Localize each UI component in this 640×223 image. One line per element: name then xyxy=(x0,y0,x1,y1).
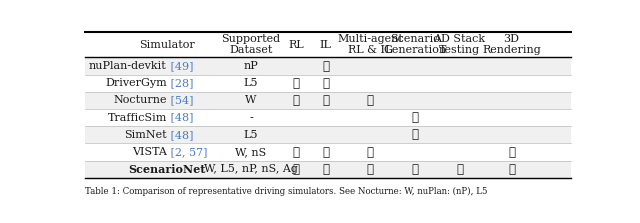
Text: [49]: [49] xyxy=(167,61,193,71)
Text: Multi-agent
RL & IL: Multi-agent RL & IL xyxy=(337,34,403,56)
Text: ✓: ✓ xyxy=(367,146,374,159)
Text: nP: nP xyxy=(244,61,259,71)
Text: 3D
Rendering: 3D Rendering xyxy=(482,34,541,56)
Text: Scenario
Generation: Scenario Generation xyxy=(383,34,446,56)
Text: SimNet: SimNet xyxy=(124,130,167,140)
Bar xyxy=(85,161,571,178)
Text: [28]: [28] xyxy=(167,78,193,88)
Text: ✓: ✓ xyxy=(322,60,329,72)
Text: ✓: ✓ xyxy=(456,163,463,176)
Text: ✓: ✓ xyxy=(322,77,329,90)
Text: ✓: ✓ xyxy=(367,94,374,107)
Text: [48]: [48] xyxy=(167,113,193,123)
Text: Supported
Dataset: Supported Dataset xyxy=(221,34,281,56)
Text: [2, 57]: [2, 57] xyxy=(167,147,207,157)
Text: ✓: ✓ xyxy=(412,128,419,141)
Text: L5: L5 xyxy=(244,78,259,88)
Bar xyxy=(85,58,571,75)
Text: IL: IL xyxy=(319,40,332,50)
Text: ✓: ✓ xyxy=(292,146,300,159)
Text: ✓: ✓ xyxy=(367,163,374,176)
Text: ✓: ✓ xyxy=(412,111,419,124)
Text: [48]: [48] xyxy=(167,130,193,140)
Text: Table 1: Comparison of representative driving simulators. See Nocturne: W, nuPla: Table 1: Comparison of representative dr… xyxy=(85,187,488,196)
Text: ✓: ✓ xyxy=(322,94,329,107)
Text: VISTA: VISTA xyxy=(132,147,167,157)
Text: L5: L5 xyxy=(244,130,259,140)
Text: RL: RL xyxy=(288,40,303,50)
Text: ✓: ✓ xyxy=(322,146,329,159)
Text: W: W xyxy=(245,95,257,105)
Bar xyxy=(85,126,571,143)
Bar xyxy=(85,92,571,109)
Text: ✓: ✓ xyxy=(292,94,300,107)
Text: ScenarioNet: ScenarioNet xyxy=(128,164,205,175)
Text: ✓: ✓ xyxy=(508,163,515,176)
Text: ✓: ✓ xyxy=(292,77,300,90)
Text: ✓: ✓ xyxy=(322,163,329,176)
Text: TrafficSim: TrafficSim xyxy=(108,113,167,123)
Text: Nocturne: Nocturne xyxy=(113,95,167,105)
Text: W, nS: W, nS xyxy=(236,147,267,157)
Text: ✓: ✓ xyxy=(508,146,515,159)
Text: AD Stack
Testing: AD Stack Testing xyxy=(433,34,486,56)
Text: -: - xyxy=(249,113,253,123)
Text: ✓: ✓ xyxy=(292,163,300,176)
Text: [54]: [54] xyxy=(167,95,193,105)
Text: DriverGym: DriverGym xyxy=(105,78,167,88)
Text: ✓: ✓ xyxy=(412,163,419,176)
Text: nuPlan-devkit: nuPlan-devkit xyxy=(89,61,167,71)
Text: W, L5, nP, nS, Ag: W, L5, nP, nS, Ag xyxy=(204,164,298,174)
Text: Simulator: Simulator xyxy=(139,40,195,50)
